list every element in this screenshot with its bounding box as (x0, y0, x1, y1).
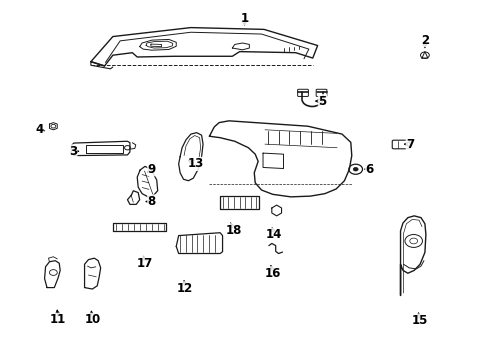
Text: 1: 1 (240, 12, 248, 25)
Text: 11: 11 (50, 313, 66, 327)
Text: 16: 16 (264, 267, 281, 280)
Text: 17: 17 (136, 257, 152, 270)
Text: 9: 9 (147, 163, 156, 176)
Text: 13: 13 (187, 157, 203, 170)
Text: 6: 6 (365, 163, 373, 176)
Text: 5: 5 (318, 95, 326, 108)
Text: 4: 4 (36, 123, 44, 136)
Circle shape (352, 167, 357, 171)
Text: 14: 14 (265, 228, 282, 241)
Text: 3: 3 (69, 145, 77, 158)
Text: 15: 15 (411, 314, 427, 327)
Text: 18: 18 (225, 224, 242, 237)
Text: 7: 7 (406, 138, 413, 150)
Text: 12: 12 (177, 282, 193, 295)
Text: 8: 8 (147, 195, 156, 208)
Text: 10: 10 (84, 313, 101, 327)
Text: 2: 2 (420, 33, 428, 47)
